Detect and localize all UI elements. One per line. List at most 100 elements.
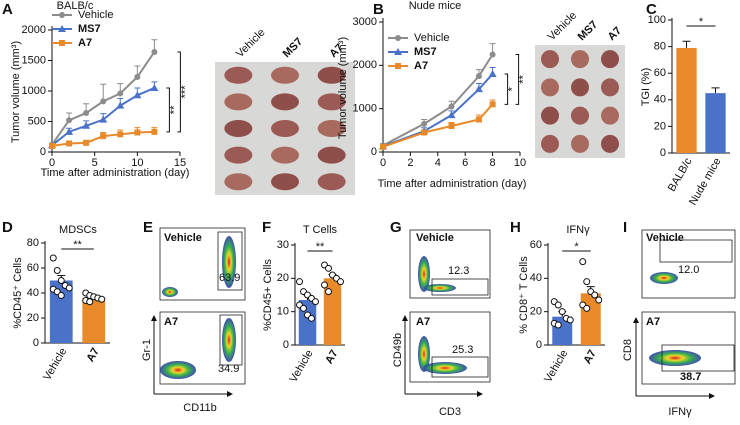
marker [475, 116, 482, 123]
x-axis-title: Time after administration (day) [378, 178, 527, 190]
legend-marker [58, 25, 66, 32]
tumor [571, 50, 589, 69]
x-tick-label: 5 [92, 157, 98, 169]
panel-letter: E [143, 219, 153, 236]
chart-title: T Cells [303, 224, 338, 236]
significance-label: *** [179, 85, 191, 99]
marker [83, 139, 90, 146]
tumor [541, 78, 559, 97]
gate [219, 314, 243, 366]
tumor [271, 173, 299, 191]
gate-value: 25.3 [452, 344, 473, 356]
significance-bracket [504, 73, 509, 105]
y-tick-label: 500 [28, 115, 46, 127]
y-tick-label: 40 [654, 94, 666, 106]
marker [116, 101, 125, 109]
axis-label: CD8 [622, 339, 634, 361]
data-point [554, 321, 562, 329]
population [162, 287, 178, 297]
y-tick-label: 40 [27, 287, 39, 299]
gate-value: 34.9 [218, 363, 239, 375]
panel-letter: A [2, 1, 13, 18]
data-point [337, 278, 344, 286]
marker [151, 128, 158, 135]
chart: 0 20 40 60 80 MDSCs %CD45⁺ Cells Vehicle A7 ** [12, 224, 110, 383]
data-point [558, 308, 566, 316]
marker [83, 109, 90, 116]
data-point [65, 284, 73, 292]
x-tick-label: Vehicle [542, 348, 570, 385]
data-point [579, 258, 587, 266]
y-tick-label: 60 [654, 67, 666, 79]
marker [489, 101, 496, 108]
data-point [595, 296, 603, 304]
significance-bracket [166, 87, 170, 133]
tumor [541, 134, 559, 153]
error-bar [711, 87, 720, 94]
x-tick-label: 10 [131, 157, 143, 169]
x-tick-label: 6 [462, 157, 468, 169]
y-axis-title: %CD45+ Cells [262, 259, 274, 331]
x-tick-label: 15 [174, 157, 186, 169]
significance-bracket [177, 51, 181, 133]
tumor [317, 66, 346, 84]
tumor [271, 119, 299, 138]
y-tick-label: 20 [530, 306, 542, 318]
panel-letter: H [510, 219, 521, 236]
flow-panel: Vehicle 12.0 A7 38.7 CD8 IFNγ [622, 229, 736, 418]
sample-label: Vehicle [646, 232, 684, 244]
bar [676, 47, 697, 153]
population [424, 284, 456, 292]
data-point [98, 295, 106, 303]
marker [133, 91, 142, 99]
x-tick-label: Vehicle [287, 348, 315, 385]
tumor [224, 66, 253, 84]
axis-label: CD3 [439, 406, 461, 418]
panel-letter: F [262, 219, 271, 236]
series-line [382, 103, 494, 148]
y-tick-label: 80 [27, 237, 39, 249]
tumor [601, 78, 619, 97]
data-point [57, 277, 65, 284]
population [418, 256, 430, 292]
photo-label: MS7 [576, 19, 600, 43]
sample-label: Vehicle [416, 232, 454, 244]
y-tick-label: 10 [277, 306, 289, 318]
y-tick-label: 2000 [22, 24, 46, 36]
significance-label: * [574, 241, 579, 253]
y-tick-label: 60 [530, 239, 542, 251]
y-axis-title: Tumor volume (mm³) [337, 37, 349, 139]
tumor [541, 50, 559, 69]
y-tick-label: 0 [371, 146, 377, 158]
data-point [325, 288, 332, 296]
panel-letter: G [390, 219, 402, 236]
y-tick-label: 3000 [353, 16, 377, 28]
gate-value: 12.0 [678, 264, 699, 276]
chart-title: IFNγ [566, 224, 590, 236]
tumor [571, 78, 589, 97]
panel-letter: I [623, 219, 627, 236]
marker [421, 129, 428, 136]
error-bar [682, 40, 691, 48]
y-tick-label: 100 [648, 14, 666, 26]
panel-letter: D [2, 219, 13, 236]
tumor [541, 106, 559, 125]
significance-label: ** [316, 241, 325, 253]
population [423, 362, 467, 374]
y-axis-title: %CD45⁺ Cells [12, 257, 24, 329]
photo-label: MS7 [281, 36, 305, 60]
y-tick-label: 20 [277, 272, 289, 284]
data-point [554, 301, 562, 309]
flow-panel: Vehicle 12.3 A7 25.3 CD49b CD3 [392, 229, 491, 418]
tumor [601, 50, 619, 69]
tumor [224, 93, 253, 111]
y-tick-label: 0 [660, 147, 666, 159]
gate-value: 38.7 [680, 371, 701, 383]
x-axis-title: Time after administration (day) [41, 167, 190, 179]
tumor [317, 146, 346, 164]
tumor [271, 66, 299, 84]
significance-bracket [515, 54, 520, 105]
population [160, 361, 196, 379]
legend-marker [395, 35, 401, 41]
x-tick-label: 0 [380, 157, 386, 169]
